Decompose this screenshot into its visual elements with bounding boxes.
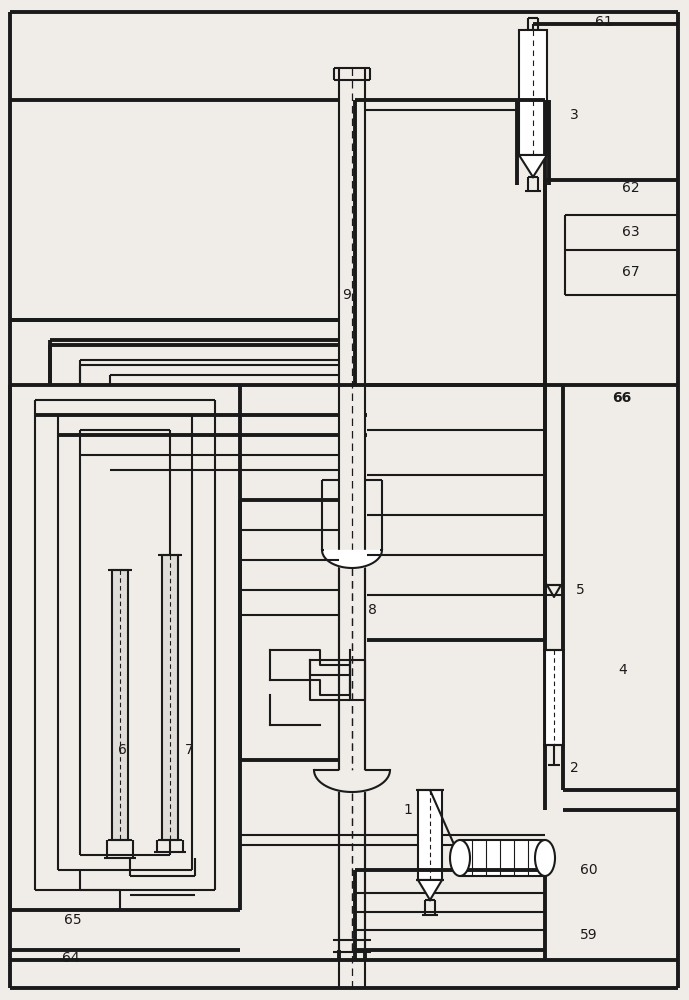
Text: 9: 9	[342, 288, 351, 302]
Text: 61: 61	[595, 15, 613, 29]
Text: 4: 4	[618, 663, 627, 677]
Text: 2: 2	[570, 761, 579, 775]
Text: 1: 1	[403, 803, 412, 817]
Text: 64: 64	[62, 951, 80, 965]
Polygon shape	[519, 155, 547, 177]
Bar	[418, 790, 442, 880]
Polygon shape	[418, 880, 442, 900]
Bar	[460, 840, 545, 876]
Text: 7: 7	[185, 743, 194, 757]
Ellipse shape	[450, 840, 470, 876]
Bar	[112, 570, 128, 840]
Text: 65: 65	[64, 913, 81, 927]
Text: 60: 60	[580, 863, 597, 877]
Text: 3: 3	[570, 108, 579, 122]
Text: 6: 6	[118, 743, 127, 757]
Bar	[545, 650, 563, 745]
Text: 67: 67	[622, 265, 639, 279]
Bar	[519, 30, 547, 155]
Text: 62: 62	[622, 181, 639, 195]
Text: 5: 5	[576, 583, 585, 597]
Text: 59: 59	[580, 928, 597, 942]
Ellipse shape	[535, 840, 555, 876]
Text: 8: 8	[368, 603, 377, 617]
Bar	[162, 555, 178, 840]
Text: 66: 66	[612, 391, 631, 405]
Text: 63: 63	[622, 225, 639, 239]
